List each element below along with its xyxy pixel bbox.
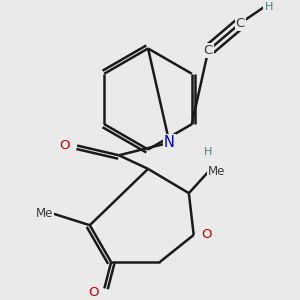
Text: N: N: [164, 135, 175, 150]
Text: O: O: [88, 286, 98, 299]
Text: H: H: [203, 147, 212, 158]
Text: O: O: [201, 228, 211, 242]
Text: H: H: [265, 2, 273, 12]
Text: O: O: [59, 139, 70, 152]
Text: C: C: [236, 17, 245, 30]
Text: Me: Me: [208, 165, 226, 178]
Text: Me: Me: [35, 207, 53, 220]
Text: C: C: [204, 44, 213, 57]
